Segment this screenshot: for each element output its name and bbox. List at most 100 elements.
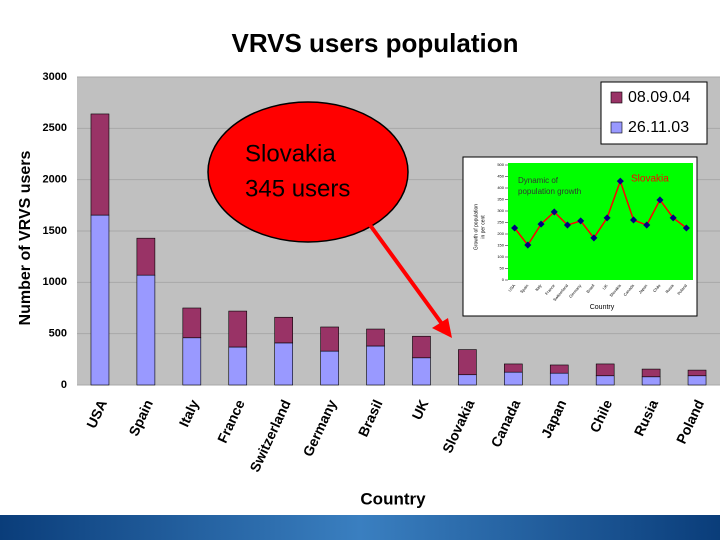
marker <box>630 216 638 224</box>
y-tick-label: 250 <box>497 220 504 225</box>
x-tick-label: Canada <box>488 397 524 450</box>
bar-segment <box>687 375 707 386</box>
y-tick-label: 350 <box>497 197 504 202</box>
bar-segment <box>458 349 477 376</box>
x-tick-label: Japan <box>538 397 570 440</box>
marker <box>511 224 519 232</box>
x-tick-label: Poland <box>676 283 688 296</box>
y-tick-label: 450 <box>497 174 504 179</box>
bar-segment <box>136 274 156 386</box>
inset-y-label: in per cent <box>480 215 486 239</box>
marker <box>603 214 611 222</box>
x-tick-label: Japan <box>637 283 648 295</box>
y-tick-label: 1500 <box>43 225 67 237</box>
bar-segment <box>182 307 202 339</box>
bar-segment <box>458 374 477 386</box>
x-tick-label: Switzerland <box>246 397 293 474</box>
bar-segment <box>366 345 385 386</box>
footer-band <box>0 515 720 540</box>
callout-arrow <box>368 223 447 330</box>
y-tick-label: 200 <box>497 231 504 236</box>
y-tick-label: 2500 <box>43 122 67 134</box>
bar-segment <box>504 363 523 373</box>
callout-ellipse <box>207 101 409 243</box>
inset-chart: 0 50 100 150 200 250 300 350 400 450 500 USA Spain It… <box>462 156 698 317</box>
y-tick-label: 500 <box>49 328 67 340</box>
bar-segment <box>274 342 293 386</box>
x-tick-label: Chile <box>586 397 615 435</box>
x-tick-label: Rusia <box>631 397 662 439</box>
bar-segment <box>320 326 339 352</box>
marker <box>682 224 690 232</box>
bar-segment <box>549 372 569 386</box>
x-tick-label: Poland <box>673 397 707 446</box>
marker <box>616 177 624 185</box>
callout-text: Slovakia <box>245 140 336 167</box>
y-tick-label: 0 <box>502 277 505 282</box>
y-tick-label: 500 <box>497 162 504 167</box>
inset-x-label: Country <box>590 304 615 311</box>
x-tick-label: Italy <box>176 397 202 429</box>
bar-segment <box>595 375 615 386</box>
bar-segment <box>412 335 431 359</box>
bar-segment <box>320 350 339 386</box>
bar-segment <box>274 316 293 344</box>
bar-segment <box>366 328 385 347</box>
x-tick-label: USA <box>507 283 516 293</box>
legend-label: 08.09.04 <box>628 89 690 106</box>
inset-plot <box>508 163 693 280</box>
marker <box>524 241 532 249</box>
x-tick-label: Germany <box>300 397 340 459</box>
marker <box>590 234 598 242</box>
y-tick-label: 50 <box>500 266 505 271</box>
marker <box>643 221 651 229</box>
chart-title: VRVS users population <box>231 28 518 58</box>
bar-segment <box>90 214 110 386</box>
callout: Slovakia 345 users <box>207 101 452 338</box>
x-tick-label: Spain <box>519 283 529 294</box>
marker <box>537 220 545 228</box>
x-tick-label: Brasil <box>585 283 595 294</box>
bar-segment <box>228 310 248 348</box>
x-tick-label: USA <box>83 397 110 431</box>
bar-segment <box>641 368 661 378</box>
bar-segment <box>90 113 110 216</box>
bar-segment <box>687 369 707 377</box>
y-tick-label: 400 <box>497 185 504 190</box>
bar-segment <box>641 376 661 386</box>
inset-title: Dynamic of <box>518 176 559 185</box>
x-tick-label: Brasil <box>355 397 386 439</box>
x-tick-label: Spain <box>125 397 156 438</box>
bar-segment <box>595 363 615 377</box>
bar-segment <box>136 237 156 276</box>
y-axis-label: Number of VRVS users <box>17 150 34 325</box>
y-tick-label: 150 <box>497 243 504 248</box>
bar-segment <box>549 364 569 374</box>
marker <box>577 217 585 225</box>
marker <box>669 214 677 222</box>
inset-y-label: Growth of population <box>473 204 479 250</box>
arrow-head <box>432 318 452 338</box>
x-tick-label: France <box>214 397 248 446</box>
marker <box>656 196 664 204</box>
line <box>514 178 687 247</box>
x-tick-label: Chile <box>652 283 662 294</box>
marker <box>563 221 571 229</box>
marker <box>550 208 558 216</box>
y-tick-label: 0 <box>61 379 67 391</box>
x-tick-label: UK <box>601 283 609 291</box>
legend-label: 26.11.03 <box>628 119 689 136</box>
x-tick-label: Italy <box>534 283 543 292</box>
y-tick-label: 100 <box>497 254 504 259</box>
x-tick-label: Slovakia <box>439 397 478 455</box>
legend: 08.09.04 26.11.03 <box>600 81 708 145</box>
x-axis-label: Country <box>360 489 426 508</box>
y-tick-label: 1000 <box>43 276 67 288</box>
bar-segment <box>228 346 248 386</box>
y-tick-label: 3000 <box>43 71 67 83</box>
x-tick-label: UK <box>408 397 431 422</box>
legend-swatch <box>610 121 623 134</box>
legend-swatch <box>610 91 623 104</box>
